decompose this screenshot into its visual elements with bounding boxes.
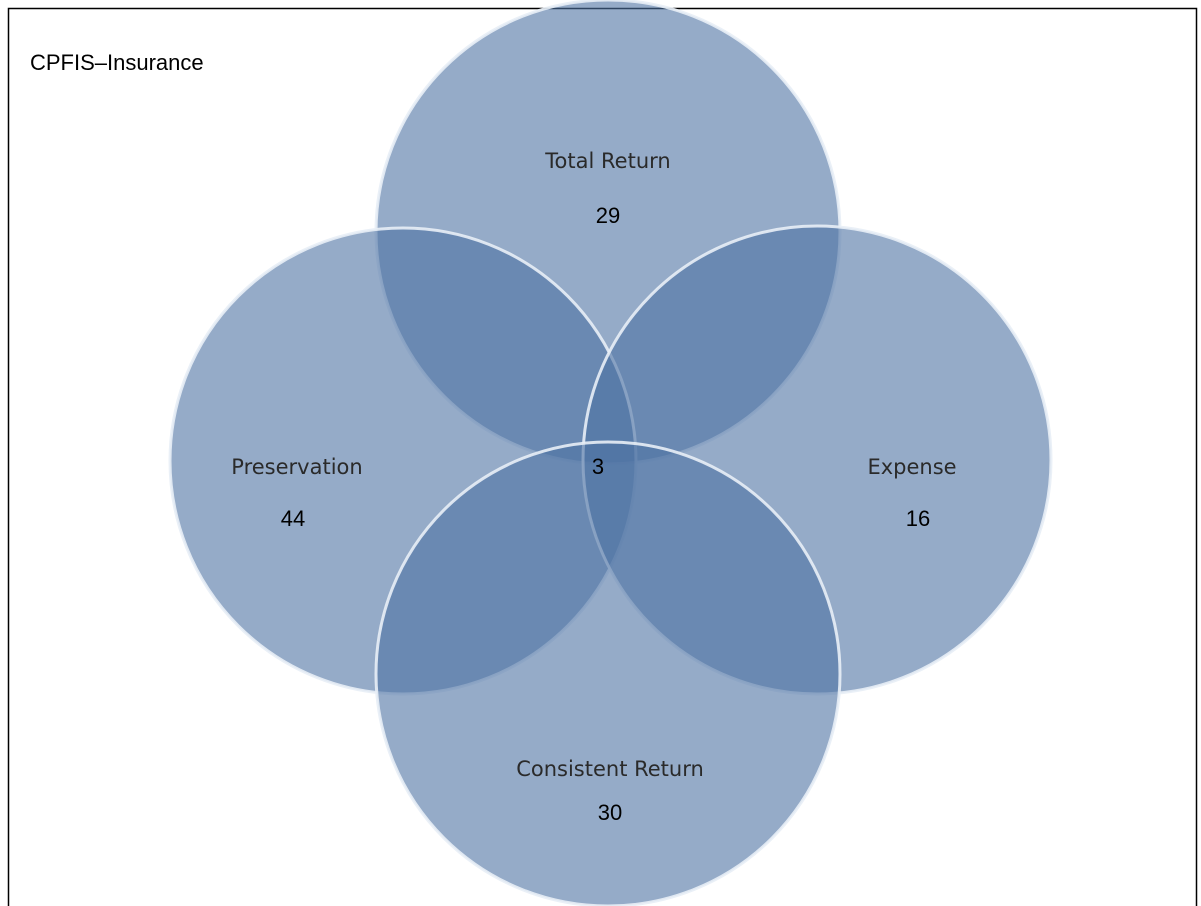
set-label: Total Return [544,149,670,173]
set-label: Expense [867,455,956,479]
title: CPFIS–Insurance [30,50,204,75]
set-label: Preservation [231,455,362,479]
set-circle [374,440,842,906]
set-label: Consistent Return [516,757,704,781]
intersection-count: 3 [592,454,604,479]
set-count: 30 [598,800,622,825]
set-count: 29 [596,203,620,228]
set-count: 16 [906,506,930,531]
set-count: 44 [281,506,305,531]
